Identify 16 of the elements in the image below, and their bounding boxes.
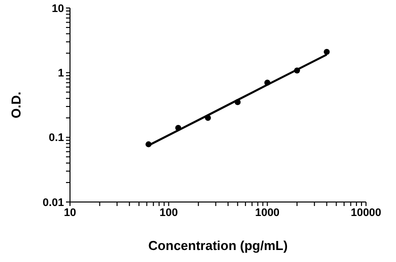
- y-tick-label: 0.1: [48, 132, 64, 144]
- y-axis-title: O.D.: [8, 92, 24, 118]
- x-tick-label: 10000: [350, 206, 382, 219]
- x-tick-label: 1000: [255, 206, 280, 219]
- point: [324, 48, 330, 55]
- y-tick-label: 1: [58, 68, 64, 80]
- x-tick-label: 100: [159, 206, 178, 219]
- point: [175, 124, 182, 131]
- x-tick-label: 10: [64, 206, 76, 219]
- point: [146, 141, 152, 148]
- point: [234, 99, 241, 106]
- point: [294, 68, 300, 74]
- y-tick-label: 0.01: [42, 196, 64, 209]
- point: [264, 80, 270, 86]
- x-axis-title: Concentration (pg/mL): [148, 238, 288, 253]
- y-tick-label: 10: [52, 2, 64, 15]
